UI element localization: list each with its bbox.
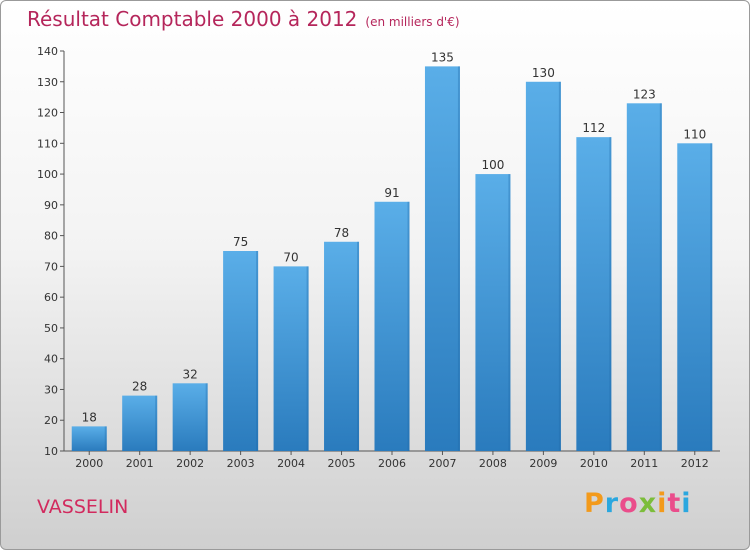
- bar: [424, 66, 460, 451]
- logo-letter: o: [619, 488, 639, 519]
- data-label: 123: [633, 87, 656, 101]
- bar: [626, 103, 662, 452]
- y-tick-label: 50: [44, 322, 58, 335]
- data-label: 70: [283, 250, 298, 264]
- bar: [374, 201, 410, 451]
- bar-edge: [508, 174, 511, 452]
- axes: 10 20 30 40 50 60 70 80 90 100 110 120 130 140 2000 200…: [37, 45, 720, 470]
- bar-edge: [357, 241, 360, 451]
- y-tick-label: 130: [37, 76, 58, 89]
- data-label: 135: [431, 50, 454, 64]
- bar: [223, 251, 259, 451]
- bar: [677, 143, 713, 452]
- x-tick-label: 2005: [328, 457, 356, 470]
- data-label: 100: [481, 158, 504, 172]
- bar: [525, 81, 561, 452]
- data-label: 28: [132, 380, 147, 394]
- logo-letter: P: [584, 488, 605, 519]
- data-label: 78: [334, 226, 349, 240]
- bar-edge: [609, 137, 612, 451]
- data-label: 112: [582, 121, 605, 135]
- data-label: 110: [683, 127, 706, 141]
- bars: [71, 66, 713, 452]
- bar-edge: [407, 201, 410, 451]
- logo-letter: x: [638, 488, 658, 519]
- data-label: 18: [82, 410, 97, 424]
- data-labels: 18 28 32 75 70 78 91 135 100 130 112 123 110: [82, 50, 707, 424]
- x-tick-label: 2011: [630, 457, 658, 470]
- title-text: Résultat Comptable 2000 à 2012: [27, 7, 358, 31]
- y-tick-label: 100: [37, 168, 58, 181]
- bar: [122, 395, 158, 451]
- x-tick-label: 2010: [580, 457, 608, 470]
- bar-edge: [457, 66, 460, 451]
- x-tick-label: 2004: [277, 457, 305, 470]
- y-tick-label: 110: [37, 137, 58, 150]
- bar: [172, 383, 208, 451]
- data-label: 75: [233, 235, 248, 249]
- x-tick-label: 2009: [529, 457, 557, 470]
- data-label: 32: [183, 367, 198, 381]
- y-tick-label: 30: [44, 383, 58, 396]
- x-tick-label: 2002: [176, 457, 204, 470]
- y-tick-label: 80: [44, 230, 58, 243]
- x-tick-label: 2000: [75, 457, 103, 470]
- data-label: 91: [384, 186, 399, 200]
- logo-letter: t: [667, 488, 682, 519]
- bar-edge: [256, 251, 259, 451]
- y-tick-label: 40: [44, 353, 58, 366]
- bar-edge: [659, 103, 662, 452]
- bar-edge: [155, 395, 158, 451]
- bar: [273, 266, 309, 451]
- bar: [475, 174, 511, 452]
- logo-letter: r: [604, 488, 620, 519]
- bar-edge: [558, 81, 561, 452]
- bar-edge: [710, 143, 713, 452]
- y-tick-label: 70: [44, 260, 58, 273]
- logo-letter: i: [681, 488, 692, 519]
- bar: [576, 137, 612, 451]
- commune-name: VASSELIN: [37, 496, 129, 518]
- bar: [324, 241, 360, 451]
- y-tick-label: 120: [37, 107, 58, 120]
- chart-title: Résultat Comptable 2000 à 2012 (en millie…: [27, 7, 460, 31]
- y-tick-label: 20: [44, 414, 58, 427]
- chart-subtitle: (en milliers d'€): [365, 15, 460, 29]
- y-tick-label: 60: [44, 291, 58, 304]
- bar-edge: [104, 426, 107, 451]
- bar: [71, 426, 107, 451]
- x-tick-label: 2006: [378, 457, 406, 470]
- y-tick-label: 140: [37, 45, 58, 58]
- y-tick-label: 90: [44, 199, 58, 212]
- x-tick-label: 2001: [126, 457, 154, 470]
- data-label: 130: [532, 66, 555, 80]
- x-tick-label: 2003: [227, 457, 255, 470]
- logo-letter: i: [657, 488, 668, 519]
- x-tick-label: 2007: [428, 457, 456, 470]
- x-tick-label: 2008: [479, 457, 507, 470]
- bar-edge: [306, 266, 309, 451]
- x-tick-label: 2012: [681, 457, 709, 470]
- bar-edge: [205, 383, 208, 451]
- proxiti-logo: Proxiti: [584, 488, 692, 519]
- y-tick-label: 10: [44, 445, 58, 458]
